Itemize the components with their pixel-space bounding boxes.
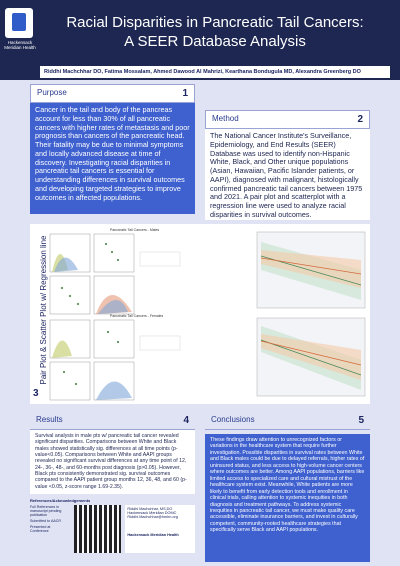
header: Hackensack Meridian Health Racial Dispari… <box>0 0 400 80</box>
logo <box>5 8 33 38</box>
authors: Riddhi Machchhar DO, Fatima Mossalam, Ah… <box>40 66 390 78</box>
section-header: Conclusions 5 <box>205 412 370 430</box>
figure-section: Pair Plot & Scatter Plot w/ Regression l… <box>30 224 370 404</box>
qr-code <box>73 505 122 553</box>
regression-plots <box>256 231 366 397</box>
purpose-section: Purpose 1 Cancer in the tail and body of … <box>30 84 195 214</box>
contact: Riddhi Machchhar, MS,DO Hackensack Meridi… <box>125 505 195 553</box>
logo-text: Hackensack Meridian Health <box>4 40 36 50</box>
references-title: References/Acknowledgements <box>30 498 91 503</box>
section-body: Survival analysis in male pts w/ pancrea… <box>30 430 195 494</box>
section-header: Results 4 <box>30 412 195 430</box>
section-body: These findings draw attention to unrecog… <box>205 434 370 562</box>
title: Racial Disparities in Pancreatic Tail Ca… <box>66 14 364 50</box>
conclusions-section: Conclusions 5 These findings draw attenti… <box>205 412 370 562</box>
section-body: The National Cancer Institute's Surveill… <box>205 129 370 220</box>
figure-number: 3 <box>33 388 39 399</box>
section-header: Method 2 <box>205 110 370 129</box>
results-section: Results 4 Survival analysis in male pts w… <box>30 412 195 562</box>
section-body: Cancer in the tail and body of the pancr… <box>30 103 195 214</box>
references: Full References in manuscript pending pu… <box>30 505 62 533</box>
panel-title: Pancreatic Tail Cancers - Males <box>110 228 160 232</box>
pair-plot <box>49 233 181 401</box>
panel-title: Pancreatic Tail Cancers - Females <box>110 314 164 318</box>
method-section: Method 2 The National Cancer Institute's … <box>205 110 370 220</box>
section-header: Purpose 1 <box>30 84 195 103</box>
